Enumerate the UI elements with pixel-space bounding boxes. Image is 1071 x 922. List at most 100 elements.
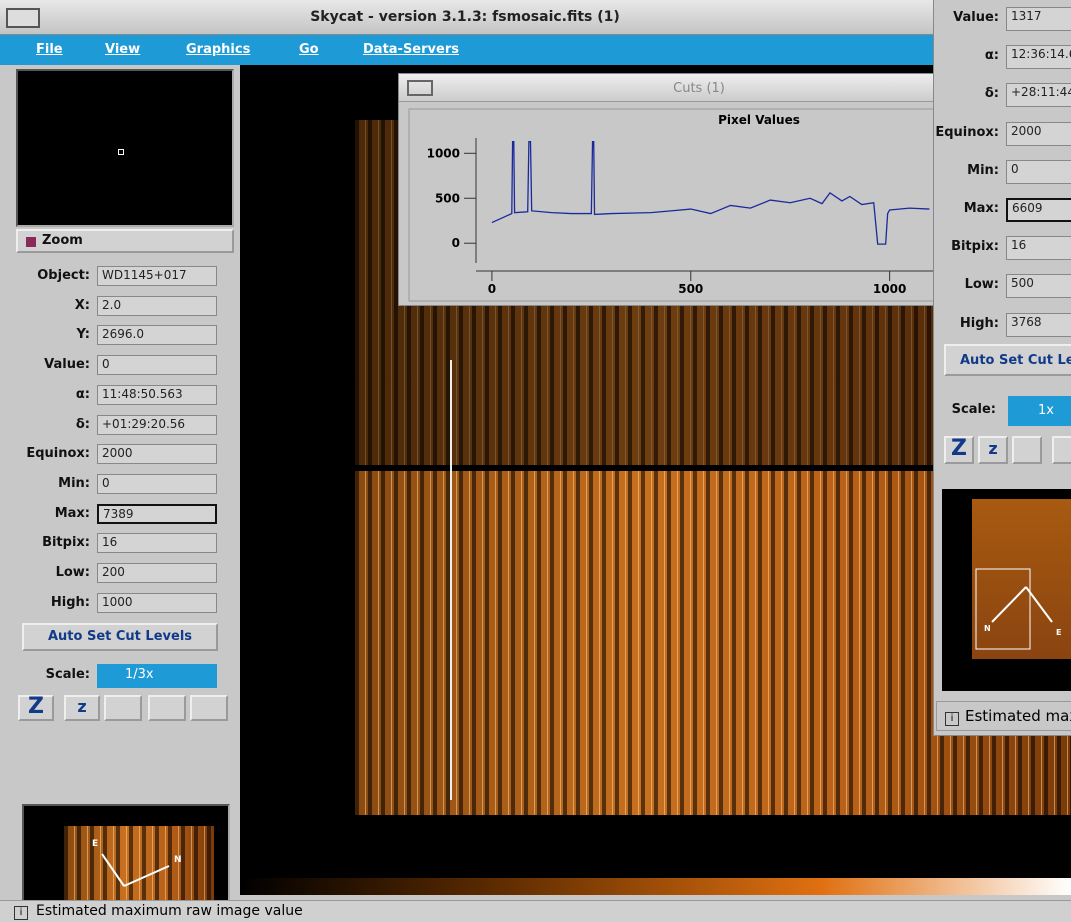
scale-value: 1/3x bbox=[125, 667, 154, 682]
compass-label: E bbox=[1056, 628, 1061, 637]
cuts-window: Cuts (1) Pixel Values 0 500 1000 0 500 1000 bbox=[398, 73, 959, 306]
field-label: High: bbox=[959, 315, 999, 331]
tool-button[interactable] bbox=[1012, 436, 1042, 464]
scale-menu[interactable]: 1/3x bbox=[97, 664, 217, 688]
field-label: Equinox: bbox=[26, 446, 90, 462]
zoom-view bbox=[16, 69, 234, 227]
tool-button[interactable]: z bbox=[978, 436, 1008, 464]
tool-button[interactable] bbox=[190, 695, 228, 721]
chart-frame bbox=[408, 108, 955, 302]
field-entry[interactable]: 0 bbox=[97, 355, 217, 376]
x-tick-label: 500 bbox=[678, 282, 703, 296]
window-menu-button[interactable] bbox=[6, 8, 40, 28]
menu-bar: File View Graphics Go Data-Servers bbox=[0, 35, 1071, 65]
compass-arrow bbox=[991, 586, 1027, 623]
field-label: Low: bbox=[964, 277, 999, 293]
chart-title: Pixel Values bbox=[718, 113, 800, 127]
menu-item[interactable]: View bbox=[105, 42, 141, 57]
tool-button[interactable]: Z bbox=[18, 695, 54, 721]
field-entry[interactable]: +28:11:44 bbox=[1006, 83, 1071, 108]
field-label: α: bbox=[75, 386, 90, 402]
compass-arrow bbox=[1025, 586, 1053, 623]
pan-compass: E N bbox=[92, 839, 182, 887]
field-label: δ: bbox=[984, 86, 999, 102]
y-tick-label: 500 bbox=[435, 191, 460, 205]
y-tick-label: 1000 bbox=[427, 146, 460, 160]
compass-arrow bbox=[101, 853, 125, 887]
field-label: Equinox: bbox=[935, 124, 999, 140]
info-icon: i bbox=[14, 906, 28, 920]
menu-item[interactable]: Graphics bbox=[186, 42, 251, 57]
tool-button[interactable] bbox=[148, 695, 186, 721]
menu-item[interactable]: File bbox=[36, 42, 63, 57]
field-label: Max: bbox=[963, 201, 999, 216]
field-entry[interactable]: 2.0 bbox=[97, 295, 217, 316]
window-title: Skycat - version 3.1.3: fsmosaic.fits (1… bbox=[310, 9, 620, 25]
right-compass: N E bbox=[975, 568, 1061, 650]
status-text: Estimated maximum raw image value bbox=[36, 903, 303, 919]
right-scale-menu[interactable]: 1x bbox=[1008, 396, 1071, 426]
compass-label: N bbox=[174, 855, 182, 865]
tool-button[interactable]: z bbox=[64, 695, 100, 721]
field-label: Value: bbox=[44, 357, 90, 373]
cuts-chart: Pixel Values 0 500 1000 0 500 1000 bbox=[408, 108, 959, 302]
tool-button[interactable] bbox=[1052, 436, 1071, 464]
field-label: Y: bbox=[76, 327, 90, 343]
field-entry[interactable]: 0 bbox=[97, 473, 217, 494]
right-status-text: Estimated maxi bbox=[965, 707, 1071, 725]
field-entry[interactable]: 2000 bbox=[1006, 121, 1071, 146]
tool-button[interactable] bbox=[104, 695, 142, 721]
right-status: i Estimated maxi bbox=[936, 701, 1071, 731]
y-tick-label: 0 bbox=[452, 236, 460, 250]
cuts-title: Cuts (1) bbox=[673, 81, 725, 96]
image-line bbox=[450, 360, 452, 800]
cuts-title-bar: Cuts (1) bbox=[399, 74, 959, 102]
right-pan-image bbox=[972, 499, 1071, 659]
tool-button[interactable]: Z bbox=[944, 436, 974, 464]
field-entry[interactable]: 1317 bbox=[1006, 7, 1071, 31]
field-entry[interactable]: WD1145+017 bbox=[97, 266, 217, 286]
right-scale-value: 1x bbox=[1038, 403, 1054, 418]
x-tick-label: 0 bbox=[488, 282, 496, 296]
field-label: Low: bbox=[55, 565, 90, 580]
left-panel: Zoom Auto Set Cut Levels Scale: 1/3x E N… bbox=[12, 65, 240, 922]
menu-item[interactable]: Data-Servers bbox=[363, 42, 459, 57]
zoom-toggle[interactable]: Zoom bbox=[16, 229, 234, 253]
right-auto-set-button[interactable]: Auto Set Cut Lev bbox=[944, 344, 1071, 376]
field-entry[interactable]: 7389 bbox=[97, 503, 217, 524]
field-label: α: bbox=[984, 48, 999, 64]
field-label: Min: bbox=[58, 475, 90, 491]
field-entry[interactable]: 500 bbox=[1006, 274, 1071, 299]
zoom-check bbox=[26, 237, 36, 247]
auto-set-button[interactable]: Auto Set Cut Levels bbox=[22, 623, 218, 651]
zoom-label: Zoom bbox=[42, 233, 83, 248]
field-label: Min: bbox=[967, 162, 999, 178]
info-icon: i bbox=[945, 712, 959, 726]
cuts-menu-button[interactable] bbox=[407, 80, 433, 96]
field-entry[interactable]: 0 bbox=[1006, 159, 1071, 184]
field-entry[interactable]: 200 bbox=[97, 563, 217, 583]
field-entry[interactable]: 3768 bbox=[1006, 312, 1071, 337]
pan-box bbox=[975, 568, 1031, 650]
menu-item[interactable]: Go bbox=[299, 42, 319, 57]
image-gap bbox=[355, 465, 1071, 471]
right-pan-view: N E bbox=[942, 489, 1071, 691]
right-window: Auto Set Cut Lev Scale: 1x N E i Estimate… bbox=[933, 0, 1071, 736]
compass-label: E bbox=[92, 839, 98, 849]
compass-arrow bbox=[123, 865, 170, 887]
field-entry[interactable]: 2000 bbox=[97, 444, 217, 465]
field-entry[interactable]: 1000 bbox=[97, 592, 217, 613]
field-entry[interactable]: 2696.0 bbox=[97, 325, 217, 346]
zoom-cursor bbox=[118, 149, 124, 155]
color-bar bbox=[240, 878, 1071, 895]
field-entry[interactable]: 12:36:14.6 bbox=[1006, 45, 1071, 70]
field-entry[interactable]: 16 bbox=[1006, 236, 1071, 261]
field-entry[interactable]: 11:48:50.563 bbox=[97, 384, 217, 405]
field-label: Bitpix: bbox=[42, 535, 90, 551]
field-label: Value: bbox=[953, 10, 999, 25]
field-entry[interactable]: 6609 bbox=[1006, 198, 1071, 222]
field-label: δ: bbox=[75, 416, 90, 432]
status-bar: i Estimated maximum raw image value bbox=[0, 900, 1071, 922]
field-entry[interactable]: +01:29:20.56 bbox=[97, 414, 217, 435]
field-entry[interactable]: 16 bbox=[97, 533, 217, 554]
